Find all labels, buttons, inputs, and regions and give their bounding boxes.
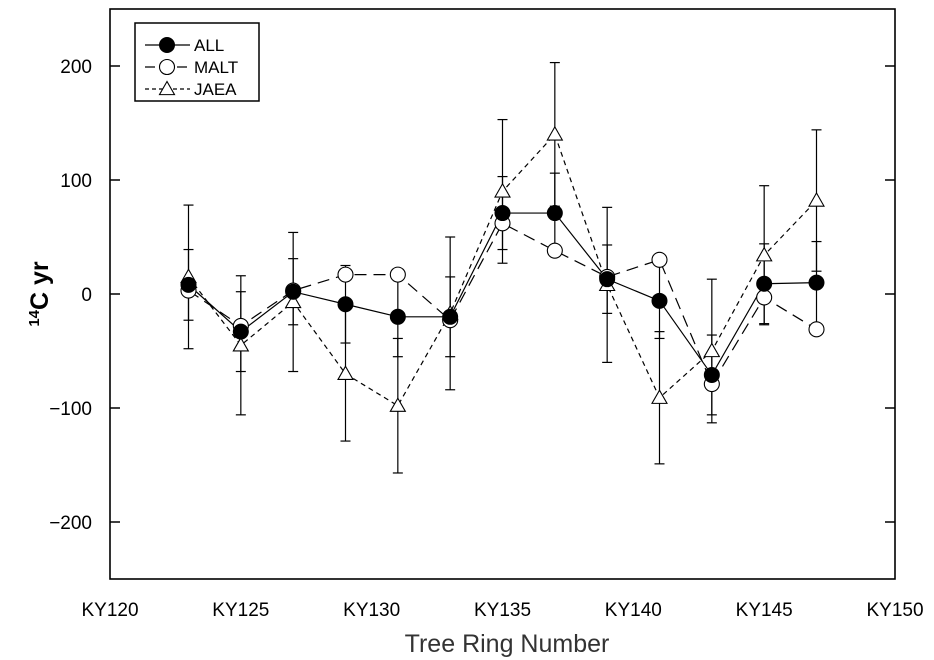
data-point-malt (651, 251, 668, 268)
data-point-malt (756, 289, 773, 306)
data-point-all (599, 271, 616, 288)
data-point-jaea (284, 293, 302, 309)
data-point-jaea (546, 125, 564, 141)
data-point-jaea (651, 389, 668, 404)
y-axis: −200 −100 0 100 200 (49, 57, 895, 534)
data-point-all (494, 205, 511, 222)
data-point-all (232, 323, 249, 340)
x-tick-label: KY120 (81, 600, 138, 621)
data-point-malt (546, 242, 563, 259)
y-axis-title-superscript: 14 (26, 309, 43, 326)
y-tick-label: 200 (60, 57, 92, 78)
legend-box (134, 22, 260, 102)
legend: ALL MALT JAEA (134, 22, 260, 102)
legend-label-malt: MALT (194, 58, 238, 77)
y-tick-label: −200 (49, 513, 92, 534)
legend-label-all: ALL (194, 36, 224, 55)
legend-marker-malt (158, 58, 176, 76)
data-point-jaea (808, 191, 825, 207)
x-axis-title: Tree Ring Number (405, 630, 610, 658)
x-tick-label: KY130 (343, 600, 400, 621)
data-point-all (389, 308, 406, 325)
x-tick-label: KY135 (474, 600, 531, 621)
y-tick-label: 0 (81, 285, 92, 306)
y-tick-label: −100 (49, 399, 92, 420)
data-point-all (756, 275, 773, 292)
data-point-malt (337, 266, 354, 283)
data-markers (180, 125, 825, 412)
data-point-malt (389, 266, 406, 283)
data-point-all (808, 274, 825, 291)
data-point-all (651, 292, 668, 309)
data-point-jaea (494, 182, 511, 198)
legend-marker-all (159, 37, 175, 53)
data-point-all (180, 276, 197, 293)
data-point-jaea (337, 365, 354, 380)
y-axis-title-main: C yr (26, 261, 54, 310)
x-tick-label: KY125 (212, 600, 269, 621)
error-bars (183, 61, 822, 474)
legend-marker-jaea (158, 80, 176, 96)
data-point-all (337, 296, 354, 313)
data-point-malt (808, 321, 825, 338)
data-point-all (285, 283, 302, 300)
data-point-jaea (389, 397, 407, 412)
data-point-all (546, 205, 563, 222)
y-axis-title: 14C yr (26, 261, 54, 327)
legend-label-jaea: JAEA (194, 80, 237, 99)
data-point-all (442, 308, 459, 325)
data-point-jaea (703, 342, 721, 358)
x-tick-label: KY145 (736, 600, 793, 621)
data-point-jaea (755, 246, 773, 262)
data-point-all (703, 366, 720, 383)
data-point-jaea (232, 336, 250, 352)
y-tick-label: 100 (60, 171, 92, 192)
x-axis: KY120 KY125 KY130 KY135 KY140 KY145 KY150 (81, 600, 923, 621)
x-tick-label: KY140 (605, 600, 662, 621)
x-tick-label: KY150 (866, 600, 923, 621)
